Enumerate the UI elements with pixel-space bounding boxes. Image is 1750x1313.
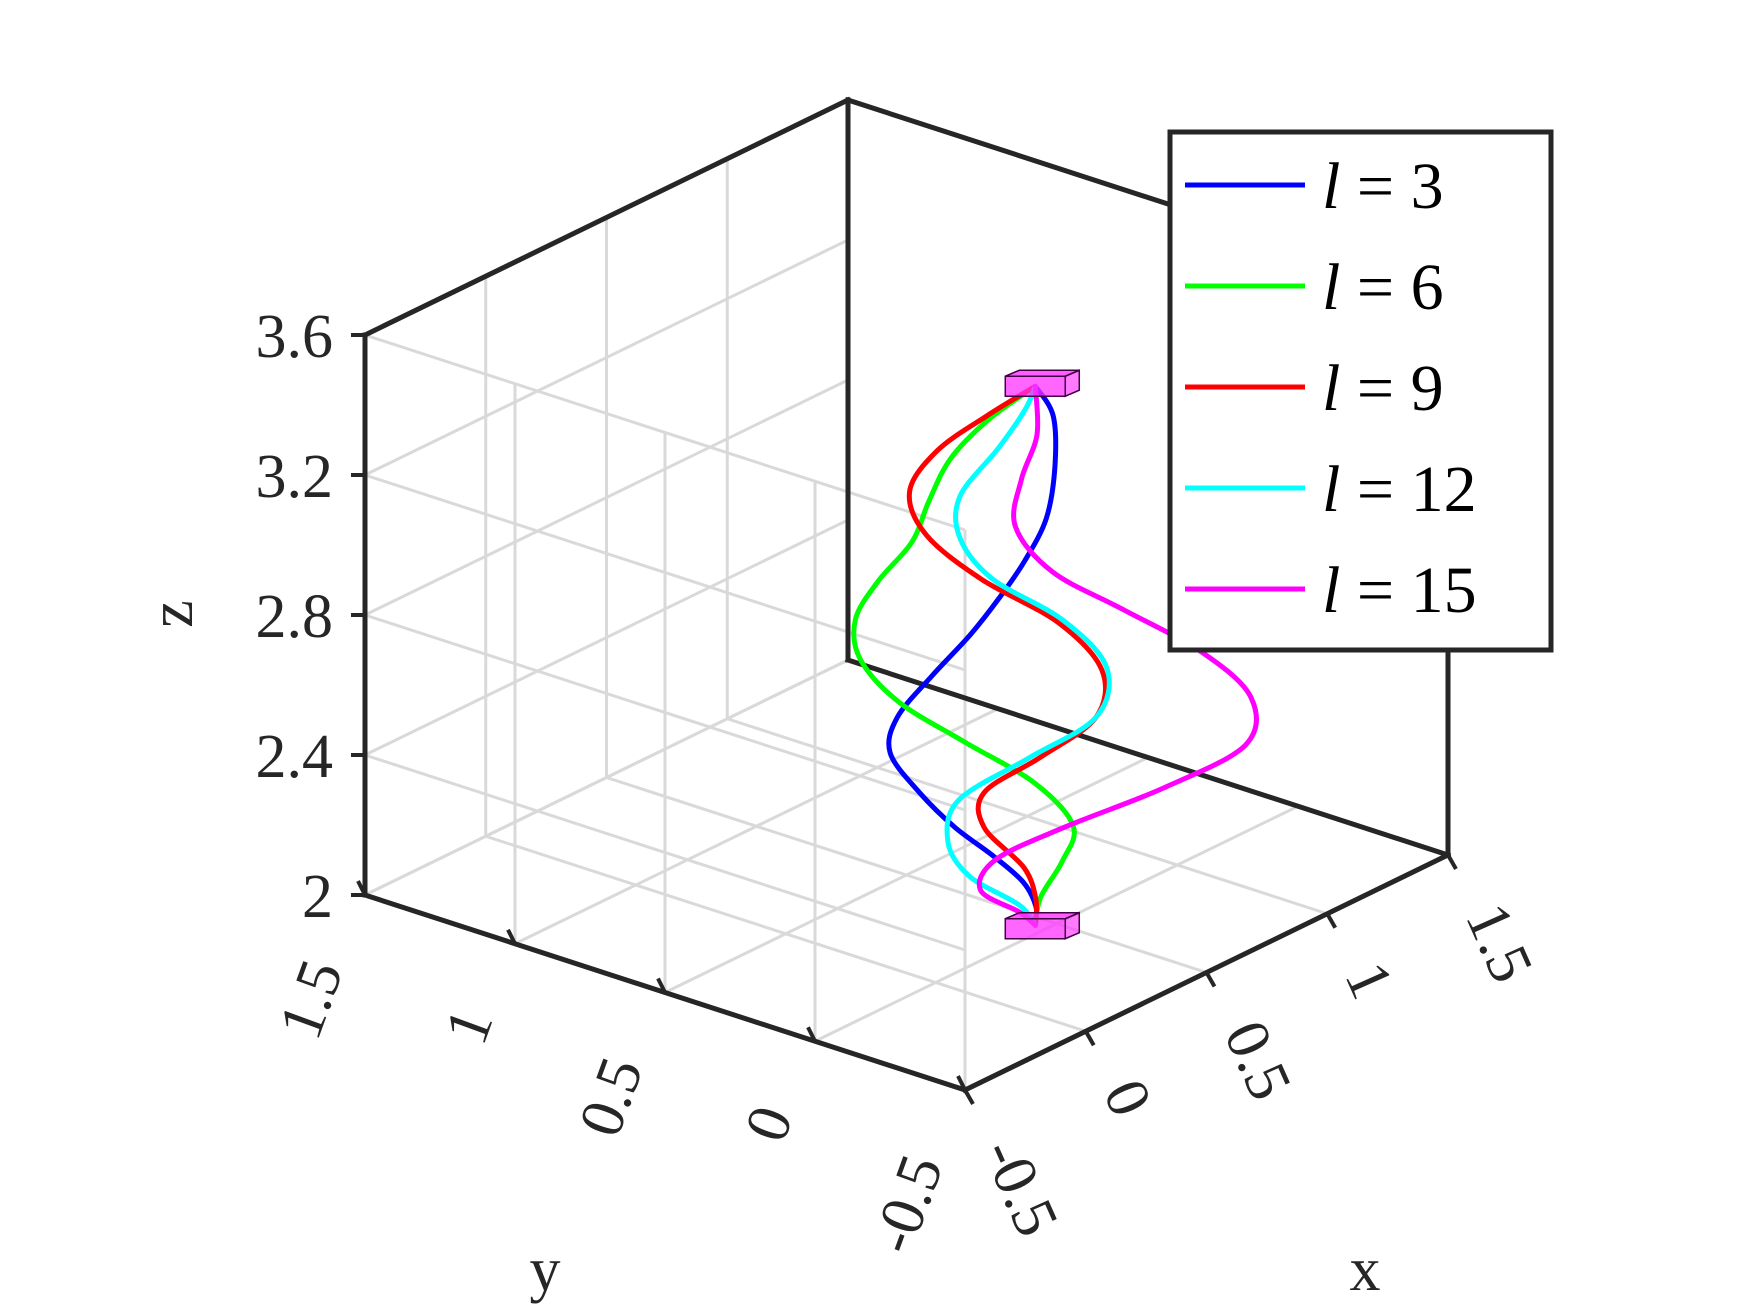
y-tick-mark xyxy=(356,880,367,896)
x-tick-mark xyxy=(1204,971,1217,988)
y-tick-label: 0 xyxy=(732,1098,807,1150)
z-tick-label: 3.6 xyxy=(256,303,334,371)
y-tick-mark xyxy=(806,1026,817,1043)
x-tick-label: -0.5 xyxy=(969,1129,1071,1246)
series-line-l-12 xyxy=(944,383,1112,928)
legend-item-l-9: l = 9 xyxy=(1185,352,1444,425)
grid-line-wall-left-z xyxy=(364,613,966,812)
series-line-l-6 xyxy=(851,383,1077,928)
x-tick-mark xyxy=(1084,1030,1096,1047)
start-end-markers xyxy=(1004,369,1081,940)
legend-series-name: 12 xyxy=(1411,453,1477,526)
y-tick-label: 1 xyxy=(432,1000,507,1052)
legend-label: l = 9 xyxy=(1322,352,1444,425)
series-line-l-9 xyxy=(906,383,1109,928)
legend-item-l-15: l = 15 xyxy=(1185,554,1477,627)
z-tick-label: 2.8 xyxy=(256,583,334,651)
y-tick-mark xyxy=(656,977,667,994)
grid-line-wall-left-z xyxy=(364,333,966,532)
grid-line-wall-left-z xyxy=(364,473,966,672)
y-tick-label: -0.5 xyxy=(859,1146,956,1261)
legend-label: l = 12 xyxy=(1322,453,1477,526)
legend-item-l-12: l = 12 xyxy=(1185,453,1477,526)
grid-line-wall-left-z xyxy=(364,753,966,952)
grid-line-wall-right-z xyxy=(364,658,849,897)
legend-label: l = 6 xyxy=(1322,251,1444,324)
grid-line-floor-y xyxy=(514,707,999,946)
legend-box xyxy=(1167,129,1554,653)
legend-label: l = 3 xyxy=(1322,150,1444,223)
legend-item-l-6: l = 6 xyxy=(1185,251,1444,324)
x-tick-label: 1 xyxy=(1331,953,1406,1009)
x-tick-mark xyxy=(1325,912,1337,929)
series-line-l-15 xyxy=(976,383,1259,928)
grid-line-wall-right-z xyxy=(364,518,849,757)
x-tick-label: 0.5 xyxy=(1211,1011,1305,1109)
legend-label: l = 15 xyxy=(1322,554,1477,627)
grid-line-floor-y xyxy=(664,756,1149,994)
x-tick-mark xyxy=(1446,854,1458,870)
y-tick-label: 1.5 xyxy=(266,951,356,1047)
end-marker xyxy=(1004,369,1081,398)
y-axis-label: y xyxy=(530,1236,561,1304)
x-tick-mark xyxy=(963,1089,975,1105)
series-lines xyxy=(851,383,1259,928)
axis-edge xyxy=(844,656,1452,859)
x-axis-label: x xyxy=(1350,1236,1381,1304)
z-axis-label: z xyxy=(138,600,206,628)
series-line-l-3 xyxy=(886,383,1059,928)
legend-series-name: 15 xyxy=(1411,554,1477,627)
grid-line-wall-right-z xyxy=(364,378,849,617)
axis-edge xyxy=(361,96,852,339)
y-tick-mark xyxy=(956,1075,967,1091)
x-tick-label: 1.5 xyxy=(1452,894,1546,992)
x-tick-label: 0 xyxy=(1090,1070,1165,1126)
legend-item-l-3: l = 3 xyxy=(1185,150,1444,223)
z-tick-label: 2 xyxy=(302,863,333,931)
z-tick-label: 3.2 xyxy=(256,443,334,511)
y-tick-mark xyxy=(506,928,517,945)
legend: l = 3 l = 6 l = 9 l = 12 l = 15 xyxy=(1167,129,1554,653)
z-tick-label: 2.4 xyxy=(256,723,334,791)
grid-line-wall-right-z xyxy=(364,238,849,477)
legend-series-name: 3 xyxy=(1411,150,1444,223)
legend-series-name: 6 xyxy=(1411,251,1444,324)
y-tick-label: 0.5 xyxy=(566,1049,656,1145)
legend-series-name: 9 xyxy=(1411,352,1444,425)
start-marker xyxy=(1004,911,1081,940)
